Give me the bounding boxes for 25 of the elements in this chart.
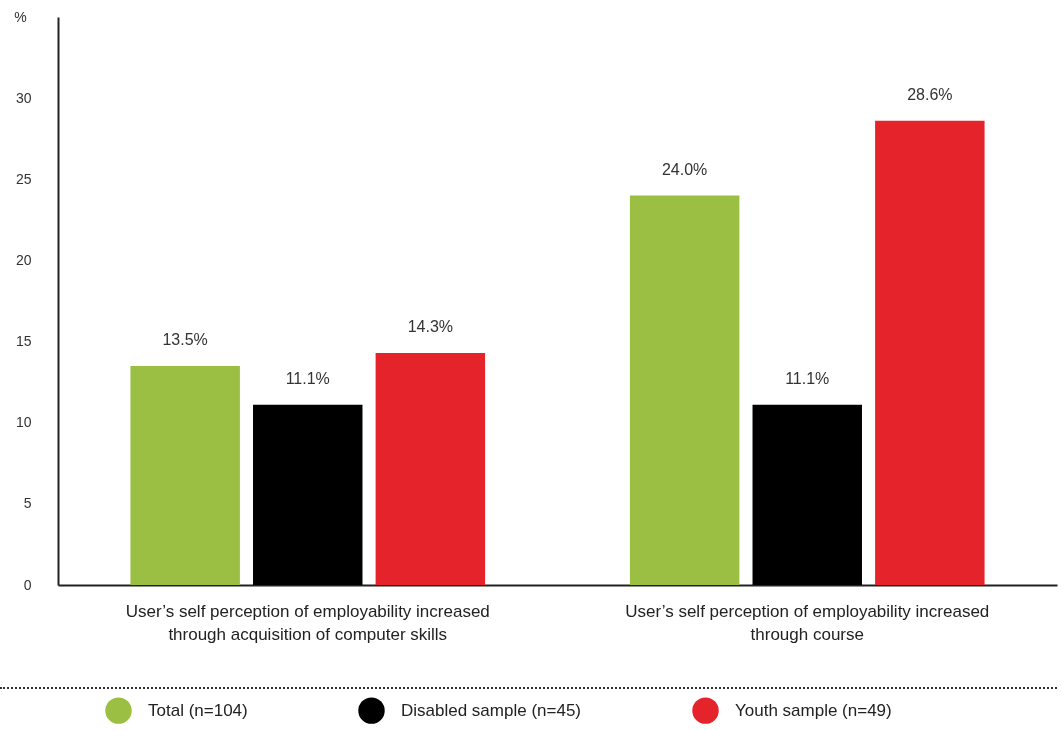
legend-label: Youth sample (n=49) <box>735 700 892 720</box>
legend-label: Disabled sample (n=45) <box>401 700 582 720</box>
y-tick-label: 25 <box>15 170 32 187</box>
bar <box>752 404 862 585</box>
y-tick-label: 10 <box>15 414 32 431</box>
bar <box>375 352 486 585</box>
data-label: 14.3% <box>407 317 454 335</box>
legend-label: Total (n=104) <box>148 700 248 720</box>
x-tick-label: User’s self perception of employability increased through course <box>625 601 990 644</box>
data-label: 11.1% <box>285 369 330 387</box>
y-tick-label: 5 <box>23 495 32 512</box>
data-label: 24.0% <box>661 160 708 178</box>
y-tick-label: 0 <box>23 576 32 593</box>
y-tick-label: 15 <box>15 333 32 350</box>
data-label: 11.1% <box>785 369 830 387</box>
bar <box>130 365 240 585</box>
y-tick-label: 20 <box>15 251 32 268</box>
bar <box>629 195 740 585</box>
y-tick-label: 30 <box>15 89 32 106</box>
bar <box>253 404 363 585</box>
y-axis-title: % <box>14 8 27 25</box>
bar <box>875 120 985 585</box>
data-label: 13.5% <box>162 330 208 348</box>
data-label: 28.6% <box>907 85 953 103</box>
x-tick-label: User’s self perception of employability increased through acquisition of computer skills <box>125 601 490 644</box>
